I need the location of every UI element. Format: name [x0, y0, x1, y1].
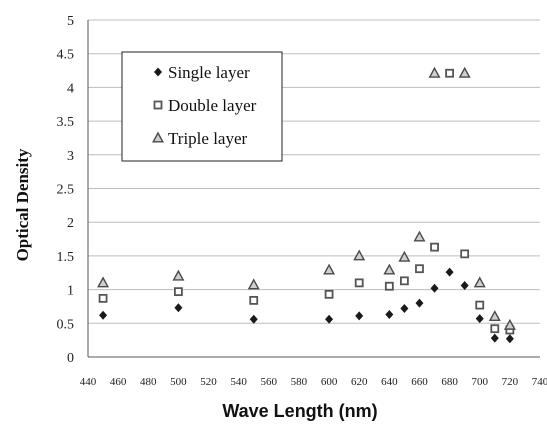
- triple-layer-point: [503, 318, 516, 330]
- legend-label-double-layer: Double layer: [168, 96, 257, 115]
- double-layer-point: [399, 276, 409, 286]
- single-layer-point: [475, 314, 484, 324]
- axes: [87, 20, 540, 358]
- double-layer-point: [249, 295, 259, 305]
- triple-layer-point: [383, 263, 396, 275]
- double-layer-point: [445, 68, 455, 78]
- triple-layer-point: [398, 250, 411, 262]
- single-layer-point: [505, 334, 514, 344]
- y-tick-label: 4.5: [57, 48, 75, 63]
- x-tick-label: 720: [502, 376, 519, 388]
- x-tick-label: 700: [471, 376, 488, 388]
- x-tick-label: 600: [321, 376, 338, 388]
- single-layer-point: [490, 333, 499, 343]
- y-tick-label: 2.5: [57, 183, 75, 198]
- double-layer-point: [173, 287, 183, 297]
- x-axis-label: Wave Length (nm): [222, 401, 377, 421]
- single-layer-point: [174, 303, 183, 313]
- single-layer-point: [430, 283, 439, 293]
- x-tick-label: 560: [261, 376, 278, 388]
- y-tick-label: 1: [67, 284, 74, 299]
- single-layer-point: [355, 311, 364, 321]
- legend-marker-double-layer: [153, 100, 163, 110]
- legend: Single layer Double layer Triple layer: [121, 51, 283, 162]
- double-layer-point: [475, 300, 485, 310]
- x-tick-label: 460: [110, 376, 127, 388]
- x-tick-label: 500: [170, 376, 187, 388]
- legend-box: [121, 51, 283, 162]
- y-tick-label: 1.5: [57, 250, 75, 265]
- triple-layer-point: [458, 66, 471, 78]
- triple-layer-point: [97, 276, 110, 288]
- single-layer-point: [445, 267, 454, 277]
- x-tick-label: 540: [230, 376, 247, 388]
- single-layer-point: [249, 314, 258, 324]
- data-points: [97, 66, 516, 344]
- y-axis-label: Optical Density: [13, 148, 32, 261]
- double-layer-point: [415, 264, 424, 274]
- double-layer-point: [354, 278, 364, 288]
- triple-layer-point: [488, 310, 501, 322]
- triple-layer-point: [428, 66, 441, 78]
- x-tick-label: 580: [291, 376, 308, 388]
- triple-layer-point: [247, 278, 260, 290]
- x-tick-label: 520: [200, 376, 217, 388]
- x-tick-label: 640: [381, 376, 398, 388]
- triple-layer-point: [172, 269, 185, 281]
- legend-label-triple-layer: Triple layer: [168, 129, 248, 148]
- double-layer-point: [384, 281, 394, 291]
- x-tick-label: 740: [532, 376, 547, 388]
- triple-layer-point: [473, 276, 486, 288]
- y-tick-label: 5: [67, 14, 74, 29]
- single-layer-point: [400, 303, 409, 313]
- legend-label-single-layer: Single layer: [168, 63, 250, 82]
- double-layer-point: [490, 324, 500, 334]
- legend-marker-triple-layer: [152, 131, 164, 143]
- x-tick-label: 660: [411, 376, 428, 388]
- y-tick-label: 3.5: [57, 115, 75, 130]
- y-tick-label: 0.5: [57, 317, 75, 332]
- y-tick-label: 3: [67, 149, 74, 164]
- y-tick-label: 0: [67, 351, 74, 366]
- triple-layer-point: [413, 230, 426, 242]
- y-tick-label: 2: [67, 216, 74, 231]
- single-layer-point: [415, 298, 424, 308]
- x-tick-label: 620: [351, 376, 368, 388]
- double-layer-point: [460, 249, 470, 259]
- single-layer-point: [385, 310, 394, 320]
- single-layer-point: [460, 281, 469, 291]
- y-tick-label: 4: [67, 81, 74, 96]
- double-layer-point: [324, 289, 334, 299]
- single-layer-point: [325, 314, 334, 324]
- legend-marker-single-layer: [154, 67, 162, 77]
- double-layer-point: [430, 242, 439, 252]
- triple-layer-point: [353, 249, 366, 261]
- single-layer-point: [99, 310, 108, 320]
- x-tick-label: 680: [441, 376, 458, 388]
- triple-layer-point: [323, 263, 336, 275]
- x-tick-label: 440: [80, 376, 97, 388]
- y-tick-labels: 0 0.5 1 1.5 2 2.5 3 3.5 4 4.5 5: [57, 14, 75, 366]
- x-tick-labels: 440 460 480 500 520 540 560 580 600 620 640 660 680 7…: [80, 376, 547, 388]
- double-layer-point: [98, 293, 108, 303]
- x-tick-label: 480: [140, 376, 157, 388]
